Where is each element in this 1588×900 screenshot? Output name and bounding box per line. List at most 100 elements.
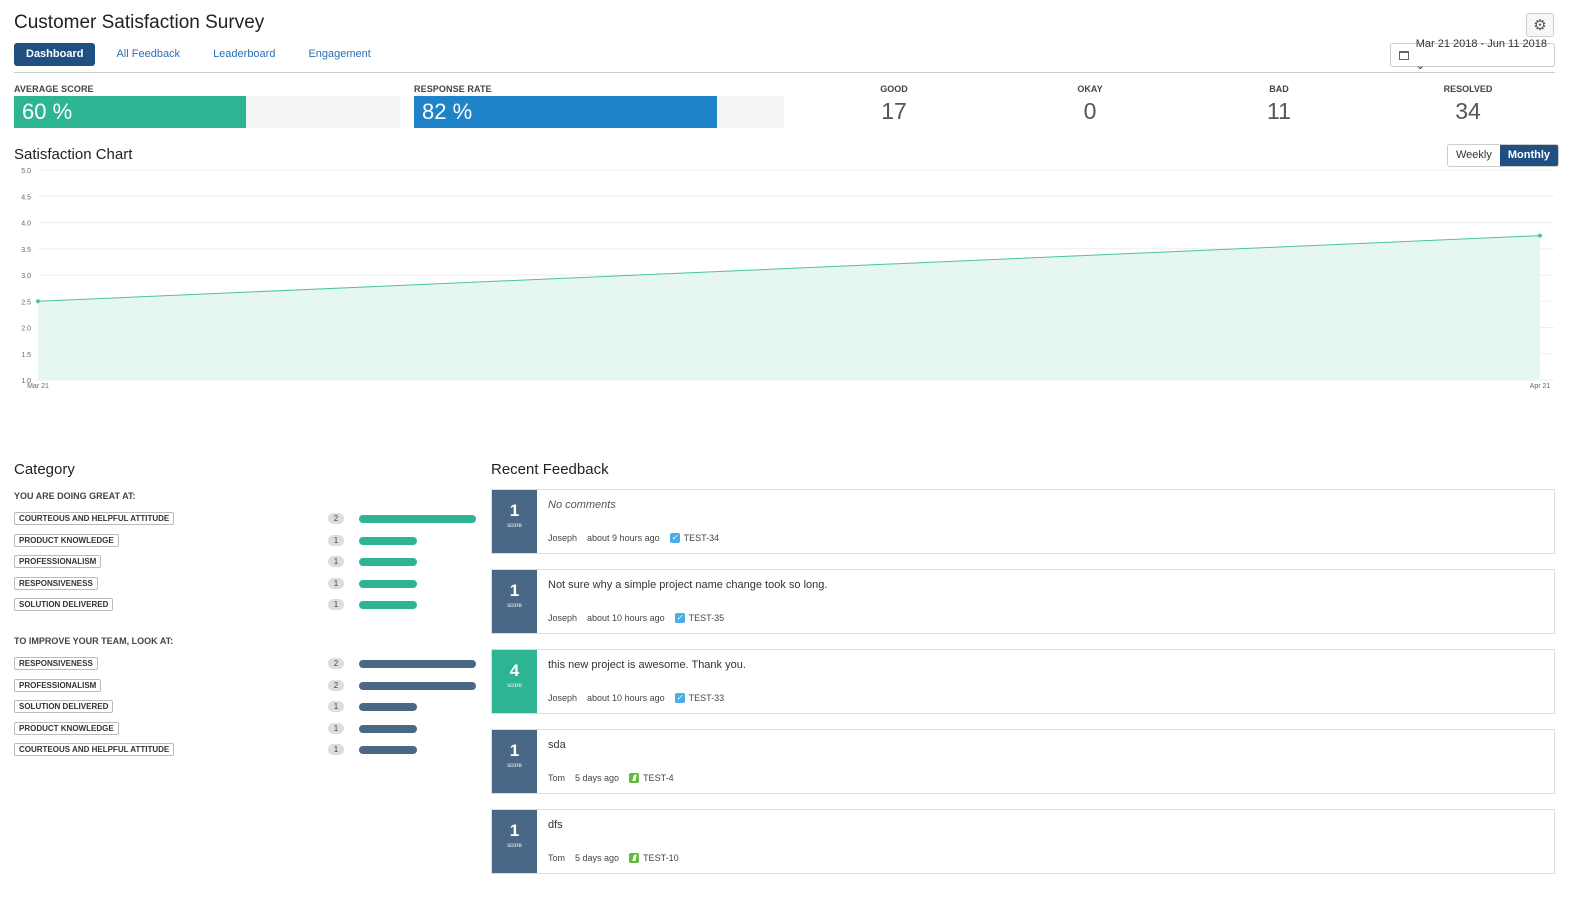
stat-resolved: RESOLVED 34 [1408,84,1528,125]
chart-title: Satisfaction Chart [14,146,133,163]
tab-all-feedback[interactable]: All Feedback [116,48,181,60]
feedback-comment: Not sure why a simple project name chang… [548,579,828,591]
chart-period-toggle: Weekly Monthly [1447,144,1560,167]
task-icon: ✓ [674,613,685,623]
tab-engagement[interactable]: Engagement [308,48,371,60]
category-count: 1 [328,577,344,589]
improve-row: PRODUCT KNOWLEDGE 1 [14,721,476,735]
score-caption: score [507,763,522,769]
story-icon: ▮ [629,853,640,863]
category-tag: PRODUCT KNOWLEDGE [14,533,119,547]
category-count: 2 [328,658,344,669]
category-tag: SOLUTION DELIVERED [14,598,114,612]
score-badge: 1 score [492,810,537,873]
y-tick-label: 4.0 [21,221,31,228]
feedback-card[interactable]: 1 score dfs Tom 5 days ago ▮ TEST-10 [491,809,1555,874]
stat-good-label: GOOD [880,84,908,94]
feedback-user[interactable]: Joseph [548,533,578,543]
great-row: RESPONSIVENESS 1 [14,576,476,590]
response-rate-label: RESPONSE RATE [414,84,492,94]
feedback-time: 5 days ago [575,853,620,863]
score-caption: score [507,843,522,849]
score-value: 1 [509,821,520,840]
data-point [1538,233,1542,238]
issue-link[interactable]: TEST-33 [688,693,725,703]
feedback-meta: Joseph about 10 hours ago ✓ TEST-33 [548,693,734,703]
category-bar [359,681,476,690]
monthly-button[interactable]: Monthly [1499,145,1559,166]
category-bar [359,558,417,567]
average-score-fill: 60 % [14,96,246,128]
feedback-card[interactable]: 1 score No comments Joseph about 9 hours ago… [491,489,1555,554]
great-row: SOLUTION DELIVERED 1 [14,598,476,612]
score-caption: score [507,603,522,609]
category-count: 1 [328,534,344,546]
task-icon: ✓ [674,693,685,703]
feedback-comment: this new project is awesome. Thank you. [548,659,746,671]
feedback-time: about 9 hours ago [587,533,660,543]
category-count: 2 [328,513,344,524]
feedback-card[interactable]: 1 score sda Tom 5 days ago ▮ TEST-4 [491,729,1555,794]
feedback-card[interactable]: 1 score Not sure why a simple project name… [491,569,1555,634]
category-count: 1 [328,701,344,713]
feedback-user[interactable]: Tom [548,853,566,863]
category-tag: PRODUCT KNOWLEDGE [14,721,119,735]
issue-link[interactable]: TEST-35 [688,613,725,623]
series-area [38,235,1540,380]
feedback-user[interactable]: Joseph [548,613,578,623]
stat-okay-label: OKAY [1077,84,1103,94]
y-tick-label: 2.0 [21,326,31,333]
feedback-time: 5 days ago [575,773,620,783]
issue-link[interactable]: TEST-10 [643,853,679,863]
date-range-picker[interactable]: Mar 21 2018 - Jun 11 2018 ⌄ [1390,38,1555,72]
feedback-user[interactable]: Joseph [548,693,578,703]
category-count: 1 [328,722,344,734]
settings-button[interactable]: ⚙ [1526,13,1554,37]
score-value: 4 [509,661,520,680]
y-tick-label: 5.0 [21,168,31,175]
feedback-meta: Joseph about 9 hours ago ✓ TEST-34 [548,533,729,543]
category-bar [359,536,417,545]
y-tick-label: 1.0 [21,378,31,385]
y-tick-label: 3.0 [21,273,31,280]
score-value: 1 [509,581,520,600]
improve-row: PROFESSIONALISM 2 [14,678,476,692]
tab-dashboard[interactable]: Dashboard [14,43,96,66]
average-score-bar: 60 % [14,96,400,128]
stat-resolved-value: 34 [1455,98,1481,124]
category-bar [359,660,476,668]
improve-row: COURTEOUS AND HELPFUL ATTITUDE 1 [14,743,476,757]
feedback-comment: sda [548,739,566,751]
stat-bad-value: 11 [1267,98,1291,124]
response-rate-fill: 82 % [414,96,718,128]
header-divider [14,72,1555,73]
category-tag: COURTEOUS AND HELPFUL ATTITUDE [14,743,175,757]
score-caption: score [507,683,522,689]
score-badge: 1 score [492,730,537,793]
category-bar [359,703,417,712]
category-count: 1 [328,744,344,756]
average-score-label: AVERAGE SCORE [14,84,94,94]
category-tag: RESPONSIVENESS [14,657,98,670]
stat-good-value: 17 [881,98,907,124]
issue-link[interactable]: TEST-4 [643,773,674,783]
tab-leaderboard[interactable]: Leaderboard [213,48,276,60]
score-value: 1 [509,741,520,760]
great-heading: YOU ARE DOING GREAT AT: [14,491,136,501]
stat-bad: BAD 11 [1219,84,1339,125]
issue-link[interactable]: TEST-34 [683,533,720,543]
great-row: PROFESSIONALISM 1 [14,555,476,569]
feedback-time: about 10 hours ago [587,613,665,623]
score-caption: score [507,523,522,529]
nav-tabs: Dashboard All Feedback Leaderboard Engag… [14,43,392,66]
stat-okay: OKAY 0 [1030,84,1150,125]
score-badge: 1 score [492,490,537,553]
weekly-button[interactable]: Weekly [1456,149,1492,161]
feedback-time: about 10 hours ago [587,693,665,703]
feedback-user[interactable]: Tom [548,773,566,783]
improve-row: RESPONSIVENESS 2 [14,657,476,670]
improve-row: SOLUTION DELIVERED 1 [14,700,476,714]
feedback-card[interactable]: 4 score this new project is awesome. Thank… [491,649,1555,714]
recent-feedback-title: Recent Feedback [491,461,609,478]
improve-heading: TO IMPROVE YOUR TEAM, LOOK AT: [14,636,174,646]
